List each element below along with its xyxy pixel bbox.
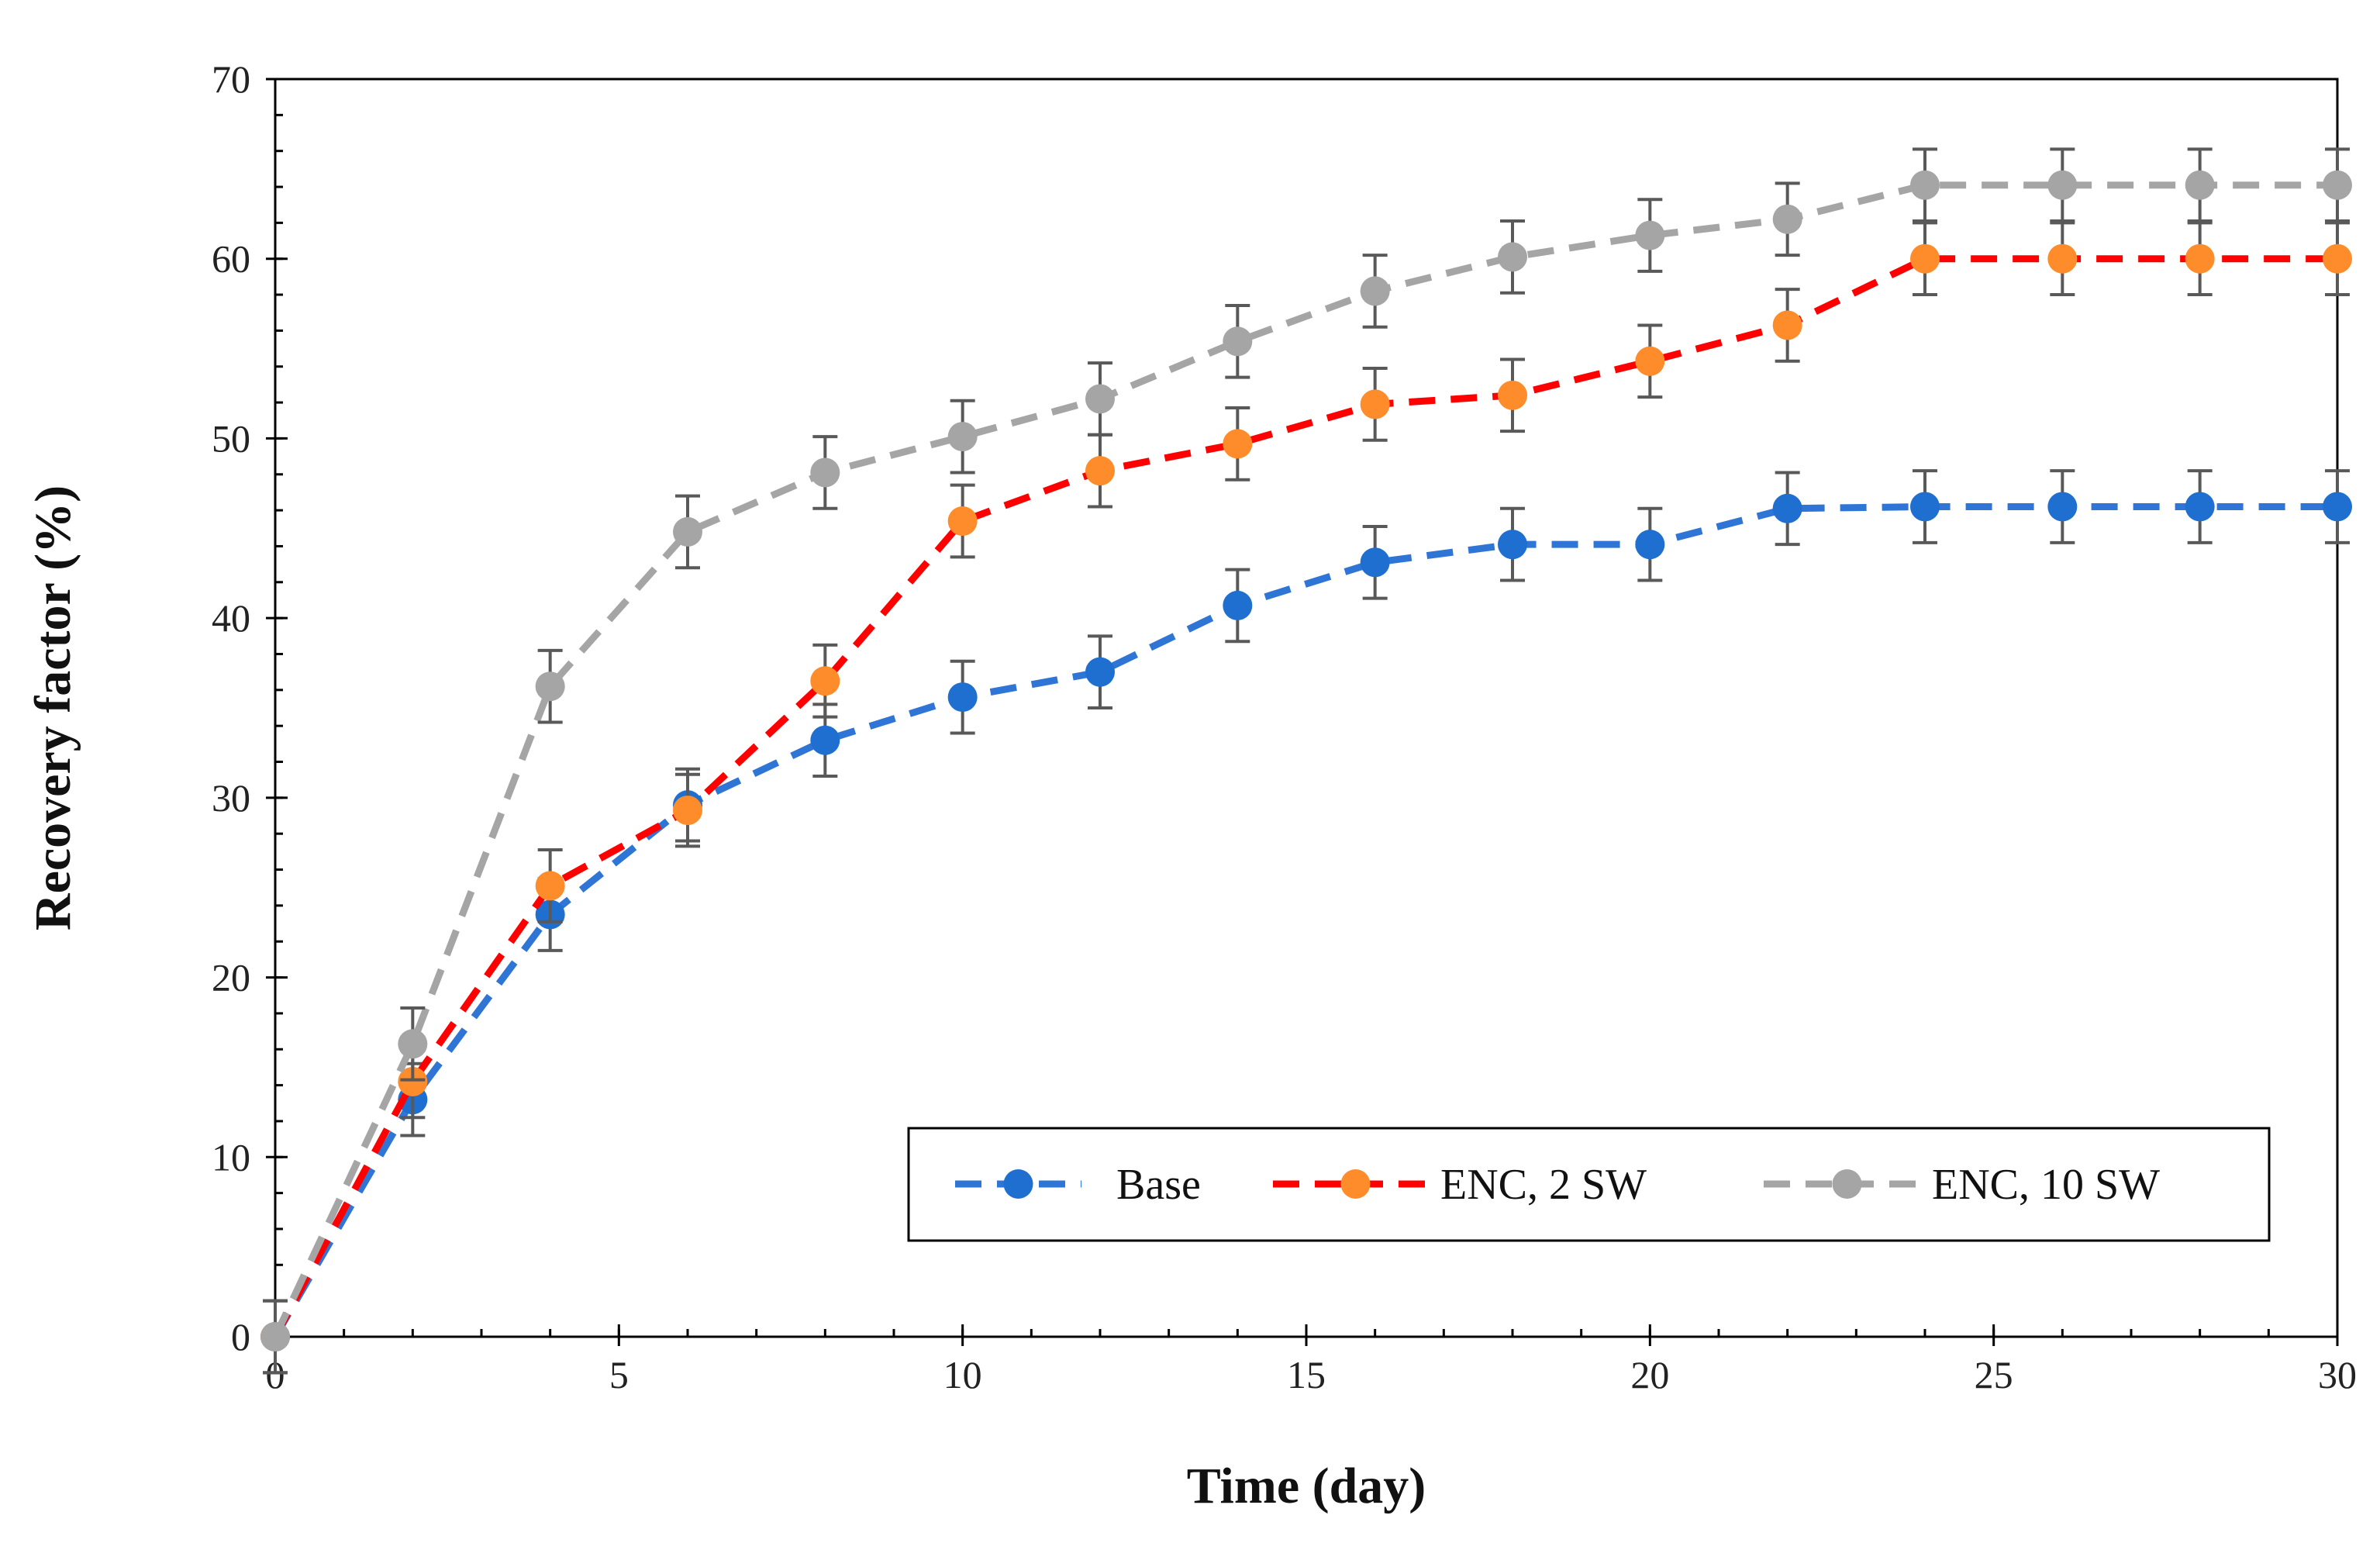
legend-entry-3: ENC, 10 SW	[1764, 1161, 2160, 1209]
data-point	[1910, 492, 1940, 522]
legend-box	[907, 1127, 2271, 1242]
series-line	[272, 255, 2337, 1339]
y-tick-label: 60	[212, 237, 250, 281]
data-point	[1360, 389, 1390, 419]
data-point	[1498, 242, 1527, 272]
data-point	[947, 422, 978, 452]
x-tick-label: 15	[1287, 1353, 1326, 1396]
data-point	[810, 725, 840, 755]
y-tick-label: 70	[212, 57, 250, 101]
data-point	[1360, 547, 1390, 578]
data-point	[673, 796, 702, 826]
data-point	[1223, 590, 1253, 620]
legend-label: Base	[1116, 1161, 1201, 1209]
legend-swatch-marker	[1340, 1169, 1371, 1199]
x-tick-label: 25	[1975, 1353, 2013, 1396]
y-tick-label: 10	[212, 1135, 250, 1179]
series-line	[271, 181, 2337, 1338]
legend: Base ENC, 2 SW ENC, 10 SW	[907, 1127, 2271, 1242]
y-tick-label: 40	[212, 596, 250, 640]
data-point	[810, 457, 840, 488]
data-point	[1498, 530, 1527, 560]
data-point	[1635, 220, 1665, 250]
data-point	[1085, 657, 1115, 687]
data-point	[1772, 204, 1802, 234]
data-point	[2323, 492, 2352, 522]
data-point	[535, 871, 565, 901]
data-point	[1085, 456, 1115, 486]
data-point	[535, 671, 565, 702]
y-axis-title: Recovery factor (%)	[25, 485, 81, 930]
y-tick-label: 30	[212, 776, 250, 820]
y-tick-label: 20	[212, 956, 250, 999]
series-group	[260, 147, 2352, 1375]
legend-label: ENC, 2 SW	[1440, 1161, 1647, 1209]
x-axis-title: Time (day)	[1187, 1458, 1426, 1514]
legend-swatch-marker	[1832, 1169, 1862, 1199]
legend-entry-1: Base	[955, 1161, 1201, 1209]
x-tick-label: 5	[609, 1353, 629, 1396]
series-3	[260, 147, 2352, 1375]
series-line	[272, 503, 2337, 1339]
data-point	[1223, 326, 1253, 357]
data-point	[1360, 276, 1390, 306]
x-tick-label: 10	[943, 1353, 982, 1396]
y-tick-label: 0	[231, 1315, 250, 1358]
legend-entry-2: ENC, 2 SW	[1273, 1161, 1647, 1209]
legend-swatch-marker	[1003, 1169, 1033, 1199]
data-point	[2185, 243, 2215, 274]
data-point	[947, 682, 978, 713]
data-point	[810, 666, 840, 696]
data-point	[398, 1066, 428, 1096]
data-point	[1772, 310, 1802, 340]
data-point	[2047, 492, 2078, 522]
data-point	[2047, 243, 2078, 274]
data-point	[1085, 384, 1115, 414]
data-point	[2323, 170, 2352, 200]
data-point	[1910, 243, 1940, 274]
data-point	[260, 1322, 290, 1351]
data-point	[2185, 170, 2215, 200]
data-point	[1223, 429, 1253, 459]
data-point	[2323, 243, 2352, 274]
data-point	[1498, 380, 1527, 410]
x-tick-label: 20	[1630, 1353, 1669, 1396]
data-point	[1772, 493, 1802, 523]
data-point	[1635, 346, 1665, 376]
data-point	[1910, 170, 1940, 200]
data-point	[2185, 492, 2215, 522]
data-point	[947, 506, 978, 537]
data-point	[1635, 530, 1665, 560]
data-point	[398, 1029, 428, 1059]
data-point	[673, 516, 702, 547]
legend-label: ENC, 10 SW	[1932, 1161, 2160, 1209]
data-point	[2047, 170, 2078, 200]
y-tick-label: 50	[212, 416, 250, 460]
x-tick-label: 30	[2318, 1353, 2357, 1396]
